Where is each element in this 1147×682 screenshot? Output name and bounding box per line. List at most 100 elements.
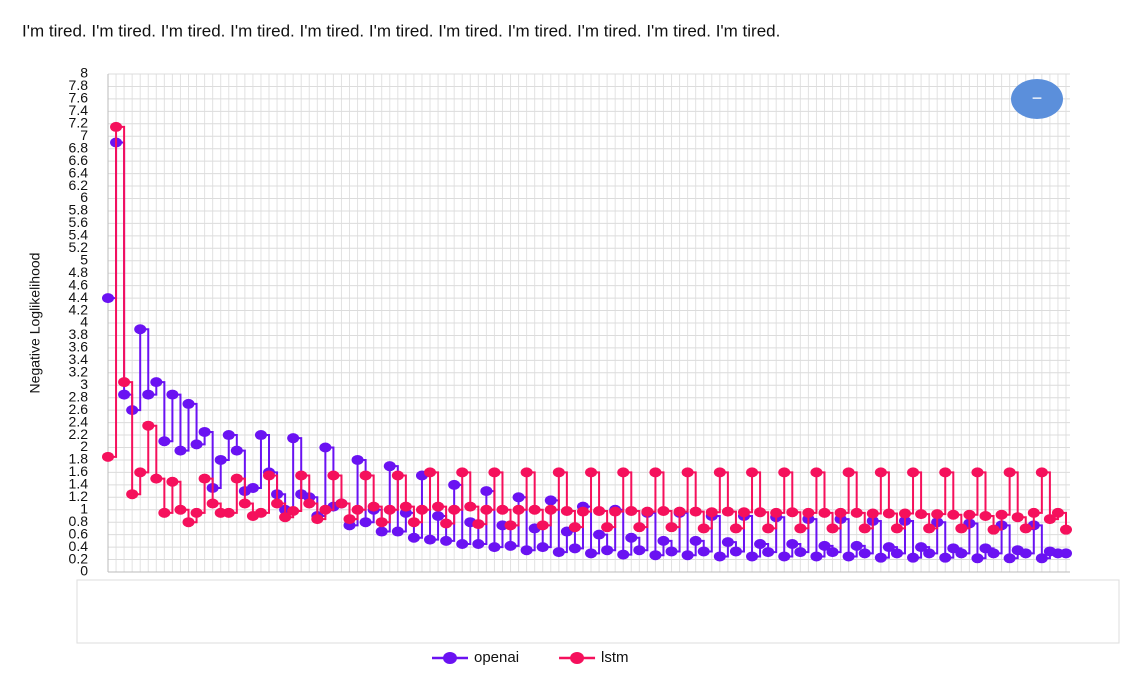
point (432, 501, 445, 512)
step-segment (752, 471, 762, 513)
point (383, 461, 396, 472)
point (1003, 467, 1016, 478)
point (391, 526, 404, 537)
step-segment (840, 472, 850, 514)
y-tick-label: 4.2 (69, 301, 89, 317)
y-tick-label: 6.8 (69, 139, 89, 155)
point (713, 467, 726, 478)
step-segment (462, 471, 472, 507)
y-tick-label: 3.2 (69, 364, 89, 380)
point (786, 538, 799, 549)
point (456, 538, 469, 549)
step-segment (784, 471, 794, 513)
step-segment (937, 472, 947, 516)
step-segment (913, 471, 923, 515)
point (585, 467, 598, 478)
point (343, 514, 356, 525)
point (1035, 553, 1048, 564)
point (665, 546, 678, 557)
point (182, 398, 195, 409)
point (770, 507, 783, 518)
point (1060, 524, 1072, 535)
point (230, 473, 243, 484)
point (963, 509, 976, 520)
y-tick-label: 7 (80, 127, 88, 143)
point (665, 522, 678, 533)
point (778, 467, 791, 478)
step-segment (1009, 471, 1019, 518)
point (617, 467, 630, 478)
point (472, 538, 485, 549)
point (166, 389, 179, 400)
step-segment (969, 472, 979, 516)
point (1051, 507, 1064, 518)
point (746, 467, 759, 478)
point (118, 377, 131, 388)
point (794, 547, 807, 558)
step-segment (840, 518, 850, 557)
point (359, 517, 372, 528)
point (399, 501, 412, 512)
point (206, 498, 219, 509)
point (898, 508, 911, 519)
zoom-button-label: − (1032, 88, 1043, 108)
step-segment (743, 472, 754, 514)
point (568, 543, 581, 554)
point (866, 508, 879, 519)
y-tick-label: 0 (80, 563, 88, 579)
y-tick-label: 6.6 (69, 152, 89, 168)
point (512, 504, 525, 515)
point (383, 504, 396, 515)
point (1035, 467, 1048, 478)
point (472, 519, 485, 530)
point (649, 467, 662, 478)
step-segment (937, 521, 947, 558)
point (230, 445, 243, 456)
point (585, 548, 598, 559)
step-segment (808, 518, 818, 557)
point (778, 551, 791, 562)
step-segment (904, 519, 915, 558)
y-tick-label: 6 (80, 189, 88, 205)
point (939, 552, 952, 563)
y-tick-label: 1.2 (69, 488, 89, 504)
point (1060, 548, 1072, 559)
step-segment (389, 475, 399, 511)
y-tick-label: 4.4 (69, 289, 89, 305)
zoom-button[interactable]: − (1011, 79, 1063, 119)
step-segment (711, 472, 721, 514)
point (794, 523, 807, 534)
point (713, 551, 726, 562)
point (440, 535, 453, 546)
point (923, 523, 936, 534)
step-segment (735, 515, 745, 553)
point (528, 504, 541, 515)
point (560, 505, 573, 516)
y-tick-label: 7.6 (69, 90, 89, 106)
point (689, 506, 702, 517)
point (504, 520, 517, 531)
point (142, 389, 155, 400)
point (295, 470, 308, 481)
step-segment (647, 472, 657, 513)
y-axis-label: Negative Loglikelihood (27, 253, 43, 394)
point (271, 498, 284, 509)
point (657, 505, 670, 516)
point (279, 512, 292, 523)
point (134, 324, 147, 335)
y-tick-label: 2.2 (69, 426, 89, 442)
point (705, 507, 718, 518)
point (907, 552, 920, 563)
point (729, 523, 742, 534)
point (923, 548, 936, 559)
point (754, 538, 767, 549)
step-segment (776, 472, 786, 514)
y-tick-label: 8 (80, 65, 88, 81)
step-segment (196, 478, 206, 514)
point (633, 522, 646, 533)
empty-panel (76, 579, 1120, 644)
point (118, 389, 131, 400)
y-tick-label: 5 (80, 251, 88, 267)
point (882, 508, 895, 519)
